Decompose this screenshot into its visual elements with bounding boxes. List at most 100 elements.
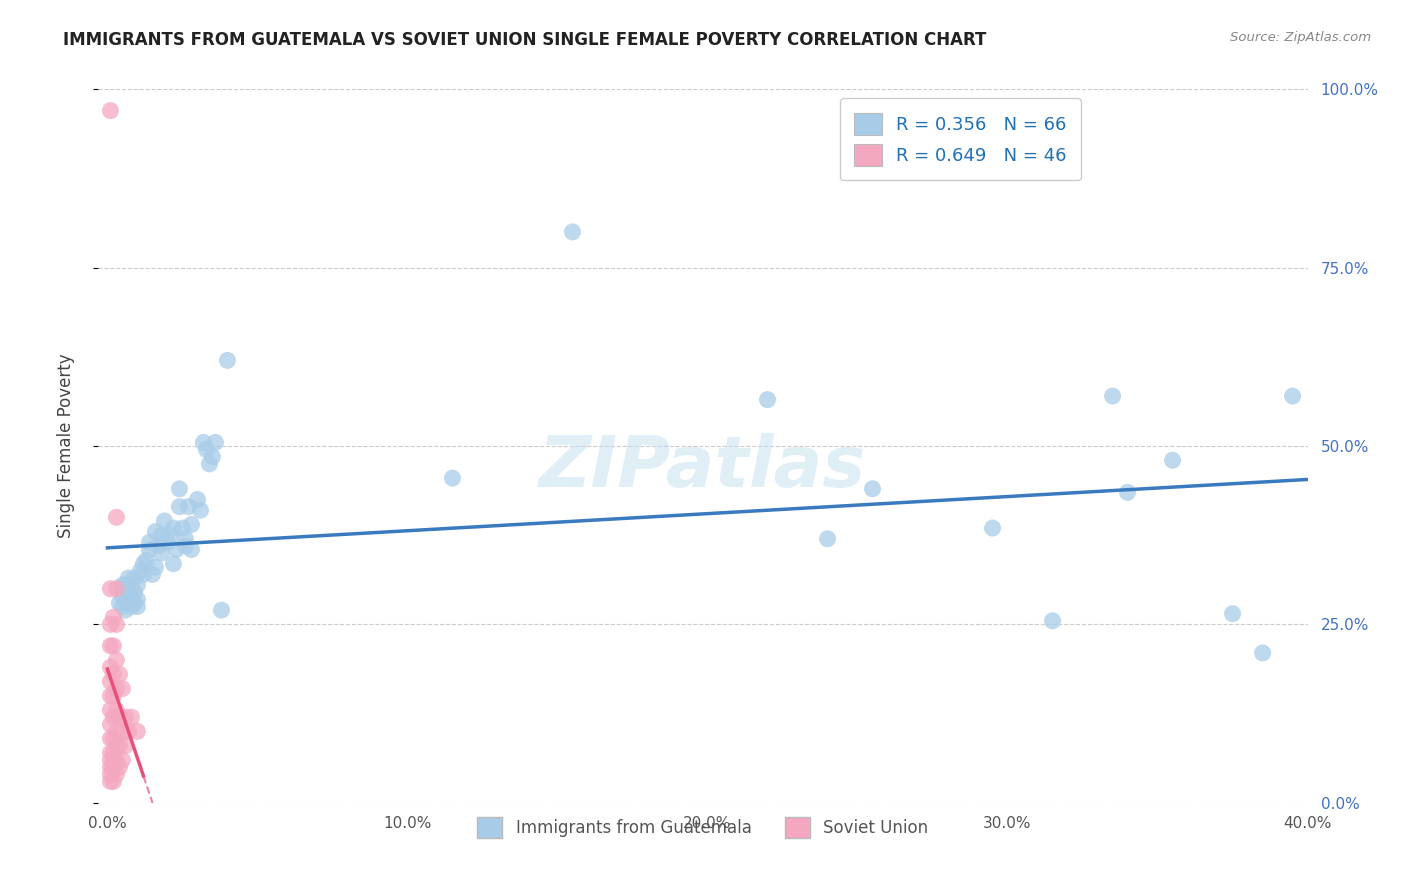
Point	[180, 542, 202, 557]
Point	[120, 592, 142, 607]
Point	[172, 521, 194, 535]
Point	[127, 599, 149, 614]
Point	[1161, 453, 1184, 467]
Point	[162, 557, 184, 571]
Point	[114, 603, 136, 617]
Point	[120, 710, 142, 724]
Point	[145, 524, 167, 539]
Point	[150, 546, 173, 560]
Point	[105, 510, 128, 524]
Point	[124, 585, 146, 599]
Point	[141, 567, 163, 582]
Point	[127, 724, 149, 739]
Text: Source: ZipAtlas.com: Source: ZipAtlas.com	[1230, 31, 1371, 45]
Point	[124, 571, 146, 585]
Point	[100, 767, 122, 781]
Point	[129, 564, 152, 578]
Point	[108, 667, 131, 681]
Point	[1116, 485, 1139, 500]
Point	[103, 667, 125, 681]
Point	[177, 500, 200, 514]
Point	[441, 471, 464, 485]
Point	[156, 535, 179, 549]
Point	[105, 767, 128, 781]
Point	[100, 617, 122, 632]
Point	[561, 225, 583, 239]
Point	[111, 599, 134, 614]
Point	[145, 560, 167, 574]
Point	[111, 589, 134, 603]
Point	[103, 710, 125, 724]
Point	[132, 557, 155, 571]
Point	[105, 753, 128, 767]
Point	[100, 746, 122, 760]
Point	[100, 689, 122, 703]
Point	[111, 753, 134, 767]
Point	[180, 517, 202, 532]
Point	[198, 457, 221, 471]
Point	[105, 617, 128, 632]
Point	[117, 724, 139, 739]
Point	[148, 539, 170, 553]
Point	[108, 760, 131, 774]
Point	[105, 582, 128, 596]
Point	[150, 528, 173, 542]
Point	[817, 532, 839, 546]
Y-axis label: Single Female Poverty: Single Female Poverty	[56, 354, 75, 538]
Point	[105, 703, 128, 717]
Point	[100, 774, 122, 789]
Point	[100, 660, 122, 674]
Point	[117, 585, 139, 599]
Point	[114, 710, 136, 724]
Point	[138, 535, 160, 549]
Point	[201, 450, 224, 464]
Point	[138, 542, 160, 557]
Point	[103, 746, 125, 760]
Point	[100, 760, 122, 774]
Point	[174, 539, 197, 553]
Text: IMMIGRANTS FROM GUATEMALA VS SOVIET UNION SINGLE FEMALE POVERTY CORRELATION CHAR: IMMIGRANTS FROM GUATEMALA VS SOVIET UNIO…	[63, 31, 987, 49]
Point	[100, 103, 122, 118]
Point	[100, 639, 122, 653]
Point	[981, 521, 1004, 535]
Point	[114, 739, 136, 753]
Point	[127, 578, 149, 592]
Point	[120, 582, 142, 596]
Point	[1101, 389, 1123, 403]
Point	[103, 689, 125, 703]
Point	[111, 681, 134, 696]
Point	[135, 553, 157, 567]
Point	[169, 500, 191, 514]
Point	[162, 521, 184, 535]
Point	[159, 528, 181, 542]
Point	[132, 567, 155, 582]
Point	[103, 774, 125, 789]
Point	[100, 753, 122, 767]
Point	[124, 596, 146, 610]
Point	[111, 578, 134, 592]
Point	[165, 542, 187, 557]
Point	[103, 610, 125, 624]
Point	[756, 392, 779, 407]
Point	[1042, 614, 1064, 628]
Point	[103, 760, 125, 774]
Point	[217, 353, 239, 368]
Point	[105, 739, 128, 753]
Point	[103, 731, 125, 746]
Point	[111, 724, 134, 739]
Point	[186, 492, 208, 507]
Point	[103, 639, 125, 653]
Point	[108, 596, 131, 610]
Point	[193, 435, 215, 450]
Point	[120, 599, 142, 614]
Point	[174, 532, 197, 546]
Legend: Immigrants from Guatemala, Soviet Union: Immigrants from Guatemala, Soviet Union	[471, 811, 935, 845]
Point	[209, 603, 232, 617]
Point	[204, 435, 226, 450]
Point	[114, 578, 136, 592]
Point	[117, 596, 139, 610]
Point	[100, 717, 122, 731]
Point	[108, 710, 131, 724]
Point	[100, 703, 122, 717]
Text: ZIPatlas: ZIPatlas	[540, 433, 866, 502]
